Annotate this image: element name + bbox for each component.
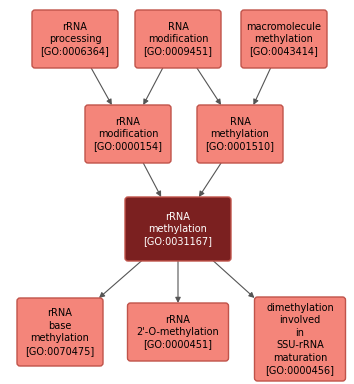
Text: RNA
modification
[GO:0009451]: RNA modification [GO:0009451] xyxy=(143,22,212,56)
Text: macromolecule
methylation
[GO:0043414]: macromolecule methylation [GO:0043414] xyxy=(246,22,321,56)
FancyBboxPatch shape xyxy=(17,298,103,366)
Text: RNA
methylation
[GO:0001510]: RNA methylation [GO:0001510] xyxy=(206,117,274,151)
FancyBboxPatch shape xyxy=(255,297,346,381)
FancyBboxPatch shape xyxy=(127,303,228,361)
Text: rRNA
methylation
[GO:0031167]: rRNA methylation [GO:0031167] xyxy=(143,212,212,247)
FancyBboxPatch shape xyxy=(197,105,283,163)
FancyBboxPatch shape xyxy=(125,197,231,261)
FancyBboxPatch shape xyxy=(32,10,118,68)
FancyBboxPatch shape xyxy=(135,10,221,68)
Text: dimethylation
involved
in
SSU-rRNA
maturation
[GO:0000456]: dimethylation involved in SSU-rRNA matur… xyxy=(266,303,335,375)
Text: rRNA
2'-O-methylation
[GO:0000451]: rRNA 2'-O-methylation [GO:0000451] xyxy=(137,314,219,349)
FancyBboxPatch shape xyxy=(241,10,327,68)
Text: rRNA
modification
[GO:0000154]: rRNA modification [GO:0000154] xyxy=(93,117,162,151)
Text: rRNA
processing
[GO:0006364]: rRNA processing [GO:0006364] xyxy=(41,22,109,56)
Text: rRNA
base
methylation
[GO:0070475]: rRNA base methylation [GO:0070475] xyxy=(25,308,95,356)
FancyBboxPatch shape xyxy=(85,105,171,163)
